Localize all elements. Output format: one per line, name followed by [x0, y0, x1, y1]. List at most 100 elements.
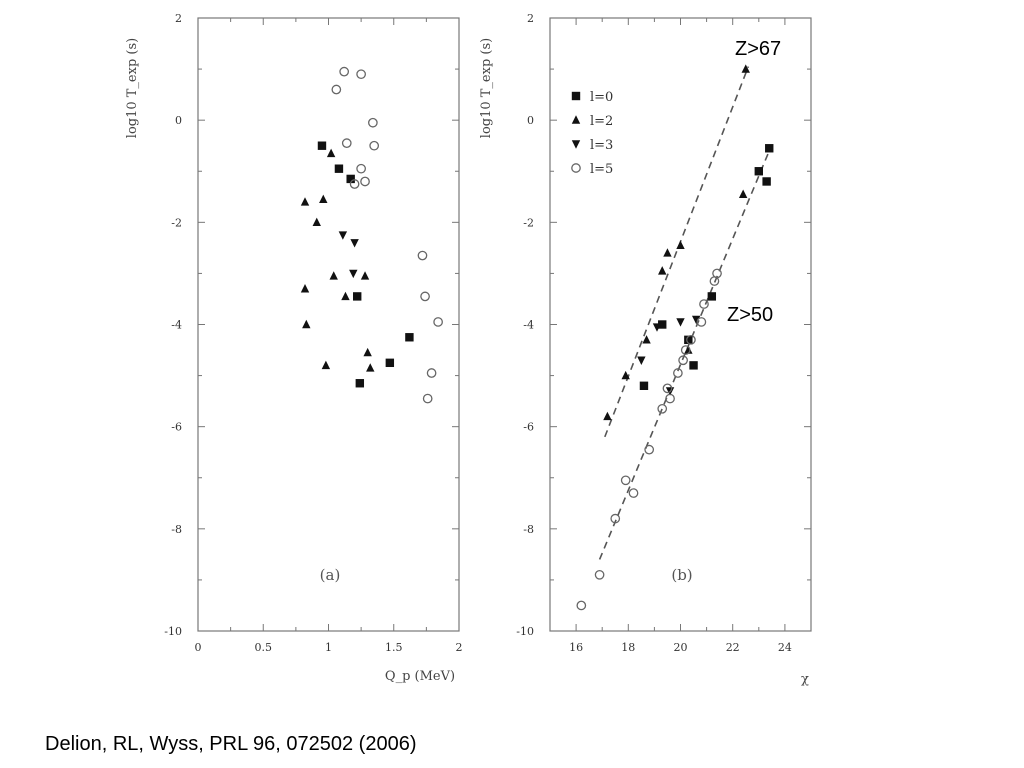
- x-tick-label: 1: [325, 641, 332, 654]
- annotation-z-gt-50: Z>50: [727, 304, 773, 326]
- data-point: [326, 148, 336, 158]
- y-tick-label: -6: [523, 421, 534, 434]
- x-tick-label: 16: [569, 641, 583, 654]
- data-point: [405, 333, 414, 342]
- data-point: [302, 319, 311, 329]
- data-point: [658, 266, 667, 275]
- data-point: [350, 239, 359, 248]
- legend-label: l=5: [590, 162, 613, 177]
- legend-marker: [571, 140, 581, 149]
- data-point: [684, 345, 693, 354]
- y-tick-label: -8: [171, 523, 182, 536]
- data-point: [346, 174, 355, 184]
- data-point: [300, 284, 310, 293]
- legend-label: l=2: [590, 114, 613, 129]
- data-point: [673, 368, 683, 378]
- data-point: [665, 393, 675, 404]
- data-point: [360, 271, 370, 280]
- data-point: [341, 138, 352, 149]
- data-point: [417, 250, 428, 261]
- data-point: [652, 323, 662, 332]
- panel-b: 20-2-4-6-8-10 16 18 20 22 24 l=0l=2l=3l=5 Z>…: [479, 12, 812, 687]
- data-point: [366, 363, 375, 372]
- x-tick-label: 22: [726, 641, 740, 654]
- panel-b-x-axis-label: χ: [801, 672, 809, 687]
- data-point: [644, 444, 655, 455]
- panel-b-x-ticks: 16 18 20 22 24: [549, 18, 812, 654]
- data-point: [368, 117, 378, 128]
- data-point: [657, 403, 668, 414]
- fit-line: [598, 150, 770, 560]
- data-point: [422, 393, 433, 404]
- data-point: [331, 84, 342, 95]
- panel-a-x-ticks: 0 0.5 1 1.5 2: [195, 18, 463, 654]
- data-point: [658, 320, 667, 329]
- fit-line: [604, 66, 750, 438]
- legend-label: l=3: [590, 138, 613, 153]
- x-tick-label: 20: [674, 641, 688, 654]
- annotation-z-gt-67: Z>67: [735, 38, 781, 60]
- panel-b-legend: l=0 l=2 l=3 l=5: [571, 90, 613, 177]
- y-tick-label: -10: [516, 625, 534, 638]
- data-point: [319, 194, 328, 204]
- panel-a-y-ticks: 2 0 -2 -4 -6 -8 -10: [164, 12, 459, 638]
- data-point: [712, 268, 722, 279]
- y-tick-label: -4: [523, 319, 534, 332]
- data-point: [676, 318, 685, 327]
- data-point: [353, 292, 362, 301]
- data-point: [621, 370, 630, 380]
- x-tick-label: 0: [195, 641, 202, 654]
- x-tick-label: 1.5: [385, 641, 403, 654]
- data-point: [662, 383, 673, 394]
- data-point: [741, 64, 750, 73]
- data-point: [363, 347, 372, 357]
- data-point: [762, 177, 771, 186]
- y-tick-label: -2: [523, 216, 534, 229]
- panel-b-label: (b): [671, 566, 692, 584]
- data-point: [594, 569, 605, 580]
- data-point: [369, 140, 380, 151]
- y-tick-label: 0: [175, 114, 182, 127]
- data-point: [339, 66, 350, 77]
- data-point: [300, 197, 310, 206]
- data-point: [639, 381, 649, 390]
- data-point: [356, 163, 366, 174]
- y-tick-label: 0: [527, 114, 534, 127]
- panel-a-y-axis-label: log10 T_exp (s): [125, 38, 140, 138]
- data-point: [334, 164, 344, 173]
- data-point: [610, 513, 621, 524]
- data-point: [637, 356, 646, 365]
- data-point: [349, 179, 360, 189]
- y-tick-label: -10: [164, 625, 182, 638]
- x-tick-label: 2: [456, 641, 463, 654]
- data-point: [360, 176, 370, 187]
- data-point: [765, 144, 774, 153]
- y-tick-label: 2: [527, 12, 534, 25]
- data-point: [738, 189, 748, 198]
- legend-marker: [571, 115, 581, 124]
- panel-a-label: (a): [320, 566, 341, 584]
- x-tick-label: 18: [621, 641, 635, 654]
- data-point: [680, 345, 691, 355]
- data-point: [620, 475, 631, 486]
- legend-label: l=0: [590, 90, 613, 105]
- y-tick-label: -2: [171, 216, 182, 229]
- data-point: [707, 292, 717, 301]
- data-point: [317, 141, 327, 150]
- data-point: [356, 69, 366, 80]
- panel-b-y-ticks: 2 0 -2 -4 -6 -8 -10: [516, 12, 811, 638]
- x-tick-label: 24: [778, 641, 792, 654]
- data-point: [676, 240, 685, 250]
- data-point: [678, 355, 688, 366]
- panel-b-y-axis-label: log10 T_exp (s): [479, 38, 494, 138]
- data-point: [663, 248, 672, 257]
- panel-a-frame: [197, 17, 460, 632]
- data-point: [349, 269, 358, 279]
- data-point: [628, 488, 639, 498]
- citation: Delion, RL, Wyss, PRL 96, 072502 (2006): [45, 733, 417, 755]
- y-tick-label: -4: [171, 319, 182, 332]
- legend-marker: [571, 91, 581, 101]
- data-point: [341, 291, 350, 301]
- data-point: [433, 317, 443, 327]
